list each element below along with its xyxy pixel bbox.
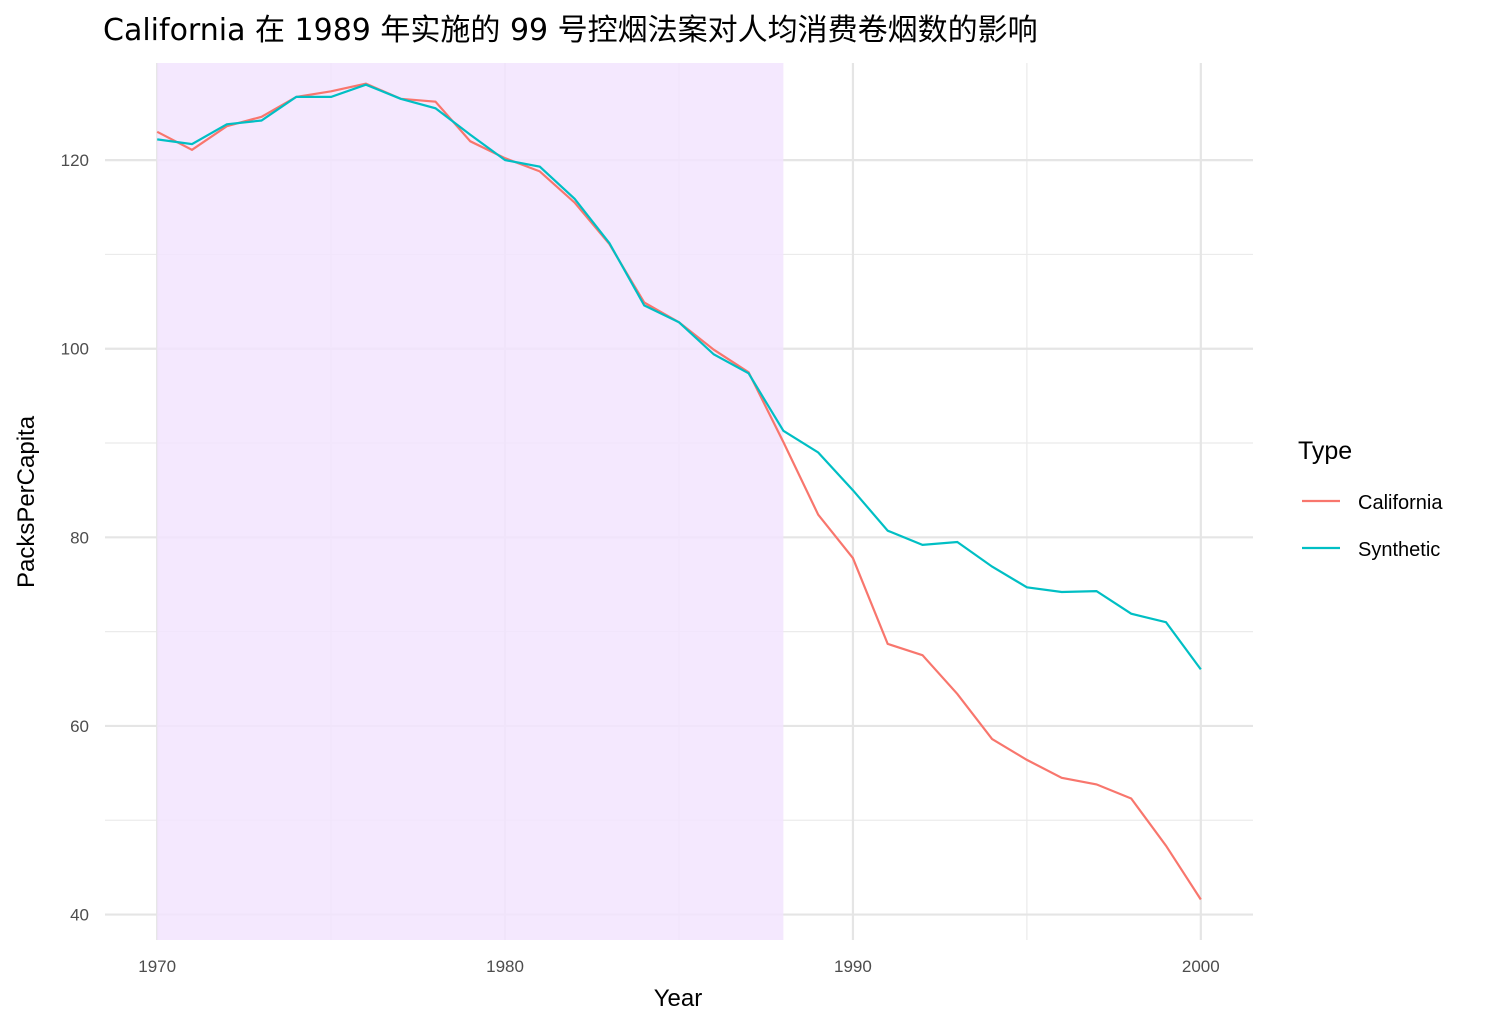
x-tick-label: 1990 [834,957,872,976]
shaded-region [157,63,784,940]
tick-labels: 40 60 80 100 120 1970 1980 1990 2000 [61,151,1220,976]
y-axis-label: PacksPerCapita [13,415,40,588]
y-tick-label: 80 [70,528,89,547]
y-tick-label: 40 [70,906,89,925]
x-tick-label: 1980 [486,957,524,976]
y-tick-label: 60 [70,717,89,736]
legend-title: Type [1298,437,1352,465]
treatment-period-shade [157,63,784,940]
y-tick-label: 100 [61,340,89,359]
legend-label-california: California [1358,492,1443,514]
legend-label-synthetic: Synthetic [1358,539,1440,561]
chart-title: California 在 1989 年实施的 99 号控烟法案对人均消费卷烟数的… [103,13,1038,48]
series-lines [156,82,1202,901]
series-line-synthetic [157,83,1202,671]
x-tick-label: 2000 [1182,957,1220,976]
legend: Type California Synthetic [1298,437,1443,561]
x-tick-label: 1970 [138,957,176,976]
y-tick-label: 120 [61,151,89,170]
x-axis-label: Year [654,985,703,1012]
